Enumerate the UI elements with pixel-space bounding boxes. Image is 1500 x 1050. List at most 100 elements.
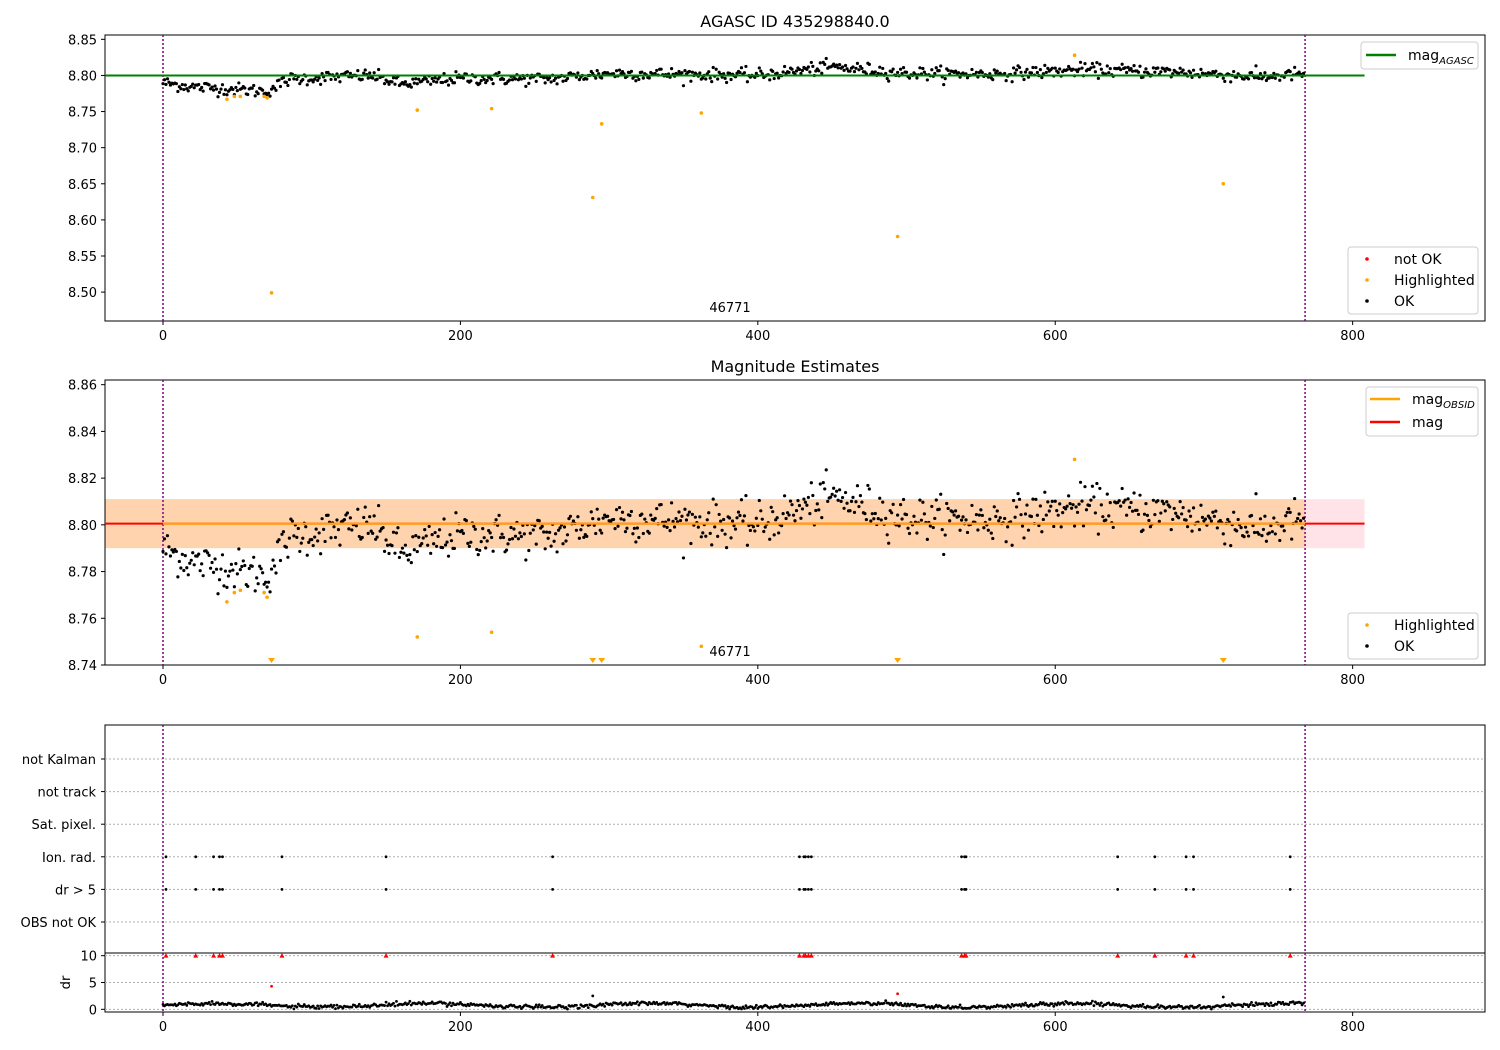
ok-point [1011,66,1016,70]
ok-point [446,554,451,558]
ok-point [956,514,961,518]
dr-point [302,1003,306,1006]
ok-point [576,515,580,519]
ok-point [1129,500,1133,505]
ok-point [1069,506,1074,510]
dr-point [781,1006,785,1010]
dr-point [875,1003,879,1007]
dr-point [1299,1001,1303,1005]
ok-point [1083,485,1087,489]
ok-point [1221,532,1225,536]
ok-point [432,79,436,83]
dr-point [357,1002,361,1006]
ok-point [1270,530,1274,534]
ok-point [1080,66,1084,70]
ok-point [1211,510,1215,514]
ok-point [857,504,861,509]
dr-point [1275,1002,1279,1006]
y-tick-label: 8.82 [68,472,97,487]
ok-point [424,77,428,81]
ok-point [216,95,220,99]
highlighted-point [599,122,604,126]
ok-point [1142,512,1147,516]
ok-point [519,534,523,539]
dr-point [518,1004,522,1008]
dr-point [1209,1007,1213,1011]
ok-point [185,566,189,570]
offscale-marker [589,658,597,663]
y-tick-label: 5 [89,977,97,992]
legend-box [1347,246,1479,315]
ok-point [1059,525,1063,529]
ok-point [433,76,437,80]
dr-capped-marker [219,953,225,958]
ok-point [1126,65,1130,70]
ok-point [1281,524,1285,528]
ok-point [1191,506,1196,510]
ok-point [234,85,238,90]
ok-point [481,527,485,531]
ok-point [435,544,439,548]
ok-point [440,546,445,550]
ok-point [970,67,974,72]
ok-point [809,60,813,65]
ok-point [397,555,402,560]
ok-point [782,494,787,498]
ok-point [345,511,349,515]
ok-point [381,525,385,530]
ok-point [991,536,995,541]
ok-point [1214,509,1218,513]
dr-point [884,999,888,1003]
ok-point [744,494,748,498]
ok-point [937,507,941,511]
ok-point [546,536,550,540]
legend-box [1360,41,1479,70]
dr-point [1091,999,1094,1003]
ok-point [708,531,712,535]
ok-point [534,542,538,546]
ok-point [735,516,739,520]
ok-point [449,539,454,543]
flag-point [164,855,168,859]
ok-point [1090,61,1095,66]
ok-point [928,524,932,528]
ok-point [1260,533,1264,538]
ok-point [625,526,629,530]
ok-point [1093,70,1097,74]
ok-point [600,76,604,80]
ok-point [516,537,521,541]
ok-point [201,574,205,578]
flag-point [1116,855,1120,859]
dr-point [1180,1004,1184,1008]
ok-point [524,558,528,562]
ok-point [687,69,692,74]
ok-point [912,514,916,518]
ok-point [641,531,645,536]
y-tick-label: 8.84 [68,425,97,440]
ok-point [842,506,846,510]
ok-point [1236,517,1240,522]
dr-capped-marker [1152,953,1158,958]
ok-point [701,76,705,80]
ok-point [753,75,757,79]
ok-point [720,528,724,532]
ok-point [1071,503,1075,507]
ok-point [683,507,687,511]
ok-point [246,584,250,588]
ok-point [271,558,275,562]
y-tick-label: 8.74 [68,659,97,674]
dr-point [824,1001,828,1005]
ok-point [320,517,324,521]
highlighted-point [265,595,269,600]
ok-point [1157,519,1161,523]
ok-point [436,534,440,538]
ok-point [368,515,372,519]
ok-point [362,71,366,75]
ok-point [372,514,376,518]
ok-point [497,70,501,75]
ok-point [443,543,448,547]
dr-point [814,1002,818,1006]
ok-point [836,498,840,502]
ok-point [1156,66,1160,70]
ok-point [665,525,669,530]
